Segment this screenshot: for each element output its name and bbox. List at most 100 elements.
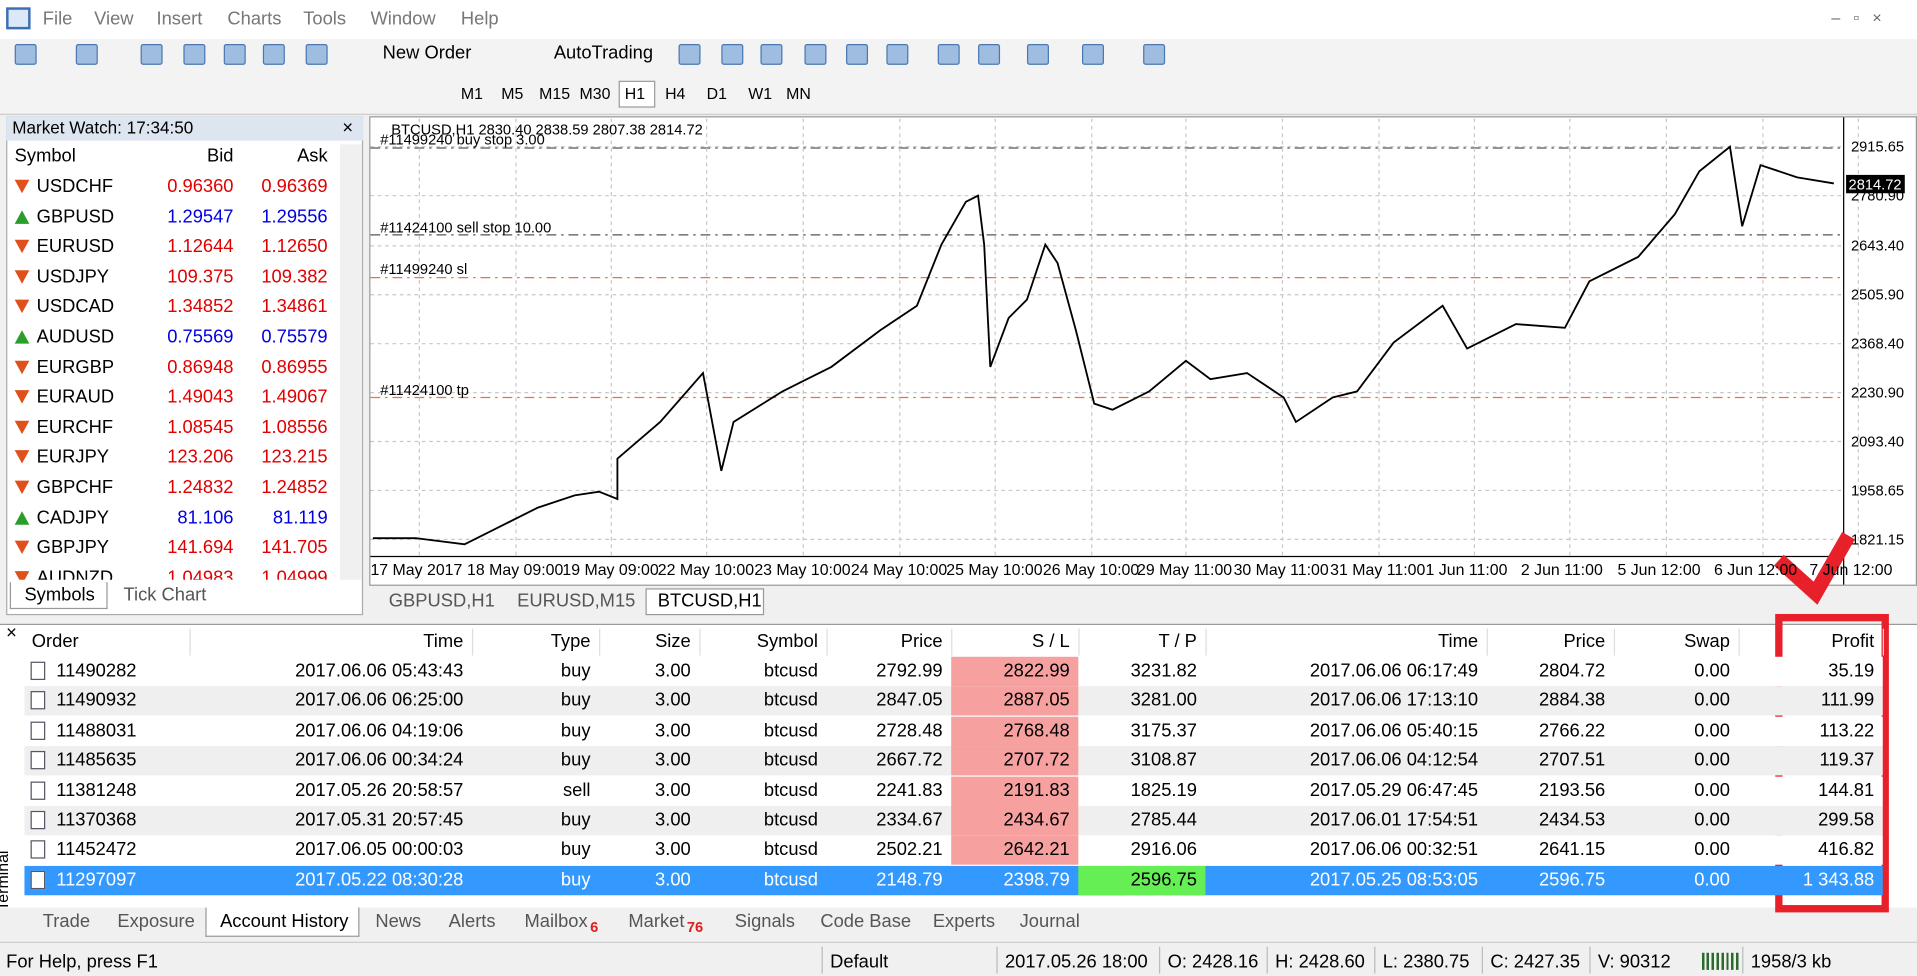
- chart-tab[interactable]: GBPUSD,H1: [388, 590, 495, 612]
- toolbar-icon[interactable]: [14, 44, 37, 65]
- terminal-tab[interactable]: Signals: [734, 911, 795, 932]
- ask: 1.29556: [261, 206, 328, 227]
- column-divider: [951, 628, 953, 656]
- cell: 3231.82: [1130, 660, 1197, 682]
- time-label: 6 Jun 12:00: [1714, 560, 1798, 579]
- toolbar-icon[interactable]: [721, 44, 744, 65]
- timeframe-button[interactable]: MN: [786, 84, 811, 103]
- cell: 2667.72: [876, 749, 943, 771]
- ask: 0.75579: [261, 326, 328, 348]
- cell: 2017.06.06 17:13:10: [1309, 690, 1479, 712]
- toolbar-icon[interactable]: [937, 44, 960, 65]
- toolbar-icon[interactable]: [1026, 44, 1049, 65]
- terminal-tab[interactable]: Account History: [220, 911, 349, 932]
- toolbar-icon[interactable]: [978, 44, 1001, 65]
- time-label: 26 May 10:00: [1042, 560, 1140, 579]
- cell: 11381248: [56, 779, 137, 801]
- toolbar-icon[interactable]: [305, 44, 328, 65]
- autotrading-label[interactable]: AutoTrading: [553, 42, 654, 64]
- toolbar-icon[interactable]: [886, 44, 909, 65]
- menu-item[interactable]: File: [42, 8, 73, 30]
- toolbar-icon[interactable]: [262, 44, 285, 65]
- menu-item[interactable]: View: [94, 8, 134, 30]
- time-label: 22 May 10:00: [657, 560, 755, 579]
- symbol: GBPUSD: [36, 206, 115, 227]
- column-header: Ask: [297, 145, 328, 167]
- timeframe-button[interactable]: M5: [501, 84, 524, 103]
- cell: 2017.05.22 08:30:28: [295, 869, 464, 891]
- symbol: USDJPY: [36, 266, 110, 288]
- order-line-label: #11424100 tp: [380, 381, 469, 399]
- bid: 1.24832: [167, 476, 234, 498]
- time-label: 17 May 2017: [370, 560, 463, 579]
- timeframe-button[interactable]: H4: [665, 84, 686, 103]
- terminal-tab[interactable]: Alerts: [448, 911, 496, 932]
- status-field: O: 2428.16: [1167, 951, 1259, 973]
- cell: 2728.48: [876, 720, 943, 741]
- direction-arrow: [14, 209, 30, 224]
- cell: buy: [560, 809, 591, 831]
- column-header: Symbol: [14, 145, 76, 167]
- toolbar-icon[interactable]: [140, 44, 163, 65]
- terminal-tab[interactable]: Journal: [1019, 911, 1080, 932]
- timeframe-button[interactable]: M1: [460, 84, 483, 103]
- cell: 3.00: [655, 779, 691, 801]
- market-watch-rows: USDCHF 0.96360 0.96369 GBPUSD 1.29547 1.29556…: [6, 171, 339, 580]
- window-controls[interactable]: ‒ ▫ ×: [1831, 8, 1882, 27]
- direction-arrow: [14, 390, 30, 404]
- panel-tab[interactable]: Tick Chart: [123, 584, 207, 606]
- timeframe-button[interactable]: M30: [579, 84, 611, 103]
- timeframe-button[interactable]: W1: [748, 84, 773, 103]
- cell: 3.00: [655, 809, 691, 831]
- toolbar-icon[interactable]: [223, 44, 246, 65]
- column-divider: [1738, 628, 1740, 656]
- tab-active: [9, 582, 108, 610]
- terminal-tab[interactable]: News: [375, 911, 422, 932]
- toolbar-icon[interactable]: [75, 44, 98, 65]
- toolbar-icon[interactable]: [804, 44, 827, 65]
- menu-item[interactable]: Tools: [303, 8, 347, 30]
- chart-tab[interactable]: EURUSD,M15: [517, 590, 636, 612]
- panel-tab[interactable]: Symbols: [24, 584, 95, 606]
- direction-arrow: [14, 510, 30, 525]
- column-header: S / L: [1032, 631, 1070, 652]
- cell: 2017.06.06 04:19:06: [295, 720, 464, 741]
- timeframe-button[interactable]: D1: [706, 84, 727, 103]
- cell: 2017.06.05 00:00:03: [295, 839, 464, 861]
- menu-item[interactable]: Charts: [227, 8, 282, 30]
- menu-item[interactable]: Insert: [156, 8, 203, 30]
- terminal-tab[interactable]: Trade: [42, 911, 91, 932]
- new-order-label[interactable]: New Order: [382, 42, 472, 64]
- terminal-tab[interactable]: Exposure: [117, 911, 195, 932]
- toolbar-icon[interactable]: [678, 44, 701, 65]
- cell: 2792.99: [876, 660, 943, 682]
- terminal-tab[interactable]: Code Base: [820, 911, 912, 932]
- order-icon: [30, 781, 46, 800]
- menu-item[interactable]: Window: [370, 8, 436, 30]
- terminal-close[interactable]: ×: [6, 622, 17, 644]
- toolbar-icon[interactable]: [1143, 44, 1166, 65]
- chart-tab[interactable]: BTCUSD,H1: [657, 590, 762, 612]
- scrollbar[interactable]: [339, 144, 362, 580]
- terminal-tab[interactable]: Market 76: [628, 911, 704, 936]
- table-row[interactable]: [24, 865, 1883, 896]
- toolbar-icon[interactable]: [183, 44, 206, 65]
- cell: 2191.83: [1003, 779, 1070, 801]
- timeframe-button[interactable]: H1: [624, 84, 646, 103]
- column-divider: [189, 628, 191, 656]
- toolbar-icon[interactable]: [760, 44, 783, 65]
- bid: 123.206: [167, 446, 234, 468]
- timeframe-button[interactable]: M15: [539, 84, 571, 103]
- terminal-tab[interactable]: Experts: [932, 911, 996, 932]
- toolbar-icon[interactable]: [1081, 44, 1104, 65]
- time-label: 31 May 11:00: [1330, 560, 1426, 579]
- terminal-tab[interactable]: Mailbox 6: [524, 911, 599, 936]
- menu-item[interactable]: Help: [460, 8, 499, 30]
- order-icon: [30, 840, 46, 860]
- cell: 2017.06.01 17:54:51: [1309, 809, 1479, 831]
- toolbar-icon[interactable]: [846, 44, 869, 65]
- close-button[interactable]: ×: [342, 117, 354, 139]
- direction-arrow: [14, 330, 30, 344]
- cell: 2768.48: [1003, 720, 1070, 741]
